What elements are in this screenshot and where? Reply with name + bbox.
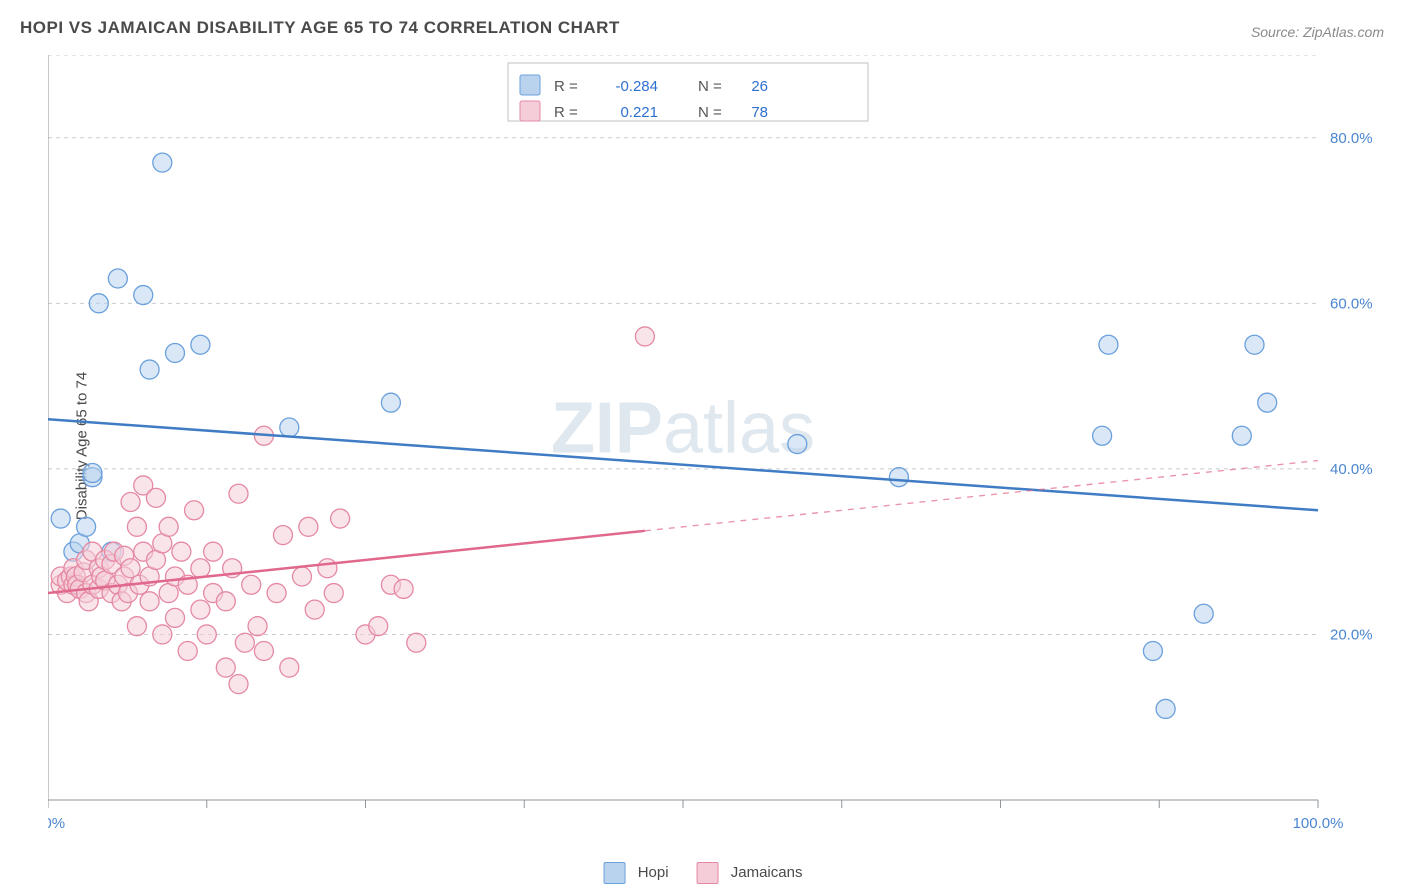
svg-text:20.0%: 20.0% — [1330, 626, 1373, 643]
svg-text:R =: R = — [554, 78, 578, 95]
svg-text:26: 26 — [751, 78, 768, 95]
legend-item-jamaicans: Jamaicans — [697, 862, 803, 884]
legend-swatch-hopi — [604, 862, 626, 884]
legend-item-hopi: Hopi — [604, 862, 669, 884]
svg-text:40.0%: 40.0% — [1330, 461, 1373, 478]
svg-text:78: 78 — [751, 104, 768, 121]
svg-text:0.0%: 0.0% — [48, 815, 65, 832]
chart-title: HOPI VS JAMAICAN DISABILITY AGE 65 TO 74… — [20, 18, 620, 38]
source-attribution: Source: ZipAtlas.com — [1251, 24, 1384, 40]
svg-text:R =: R = — [554, 104, 578, 121]
svg-text:0.221: 0.221 — [620, 104, 658, 121]
legend-swatch-jamaicans — [697, 862, 719, 884]
legend-label-jamaicans: Jamaicans — [731, 864, 803, 881]
bottom-legend: Hopi Jamaicans — [604, 862, 803, 884]
svg-text:N =: N = — [698, 78, 722, 95]
legend-label-hopi: Hopi — [638, 864, 669, 881]
chart-area: 0.0% 100.0% 20.0% 40.0% 60.0% 80.0% ZIPatlas R … — [48, 55, 1388, 835]
svg-text:N =: N = — [698, 104, 722, 121]
svg-text:100.0%: 100.0% — [1293, 815, 1344, 832]
svg-text:ZIPatlas: ZIPatlas — [551, 388, 815, 468]
svg-text:80.0%: 80.0% — [1330, 130, 1373, 147]
scatter-chart: 0.0% 100.0% 20.0% 40.0% 60.0% 80.0% ZIPatlas R … — [48, 55, 1388, 835]
svg-text:-0.284: -0.284 — [615, 78, 658, 95]
svg-text:60.0%: 60.0% — [1330, 295, 1373, 312]
